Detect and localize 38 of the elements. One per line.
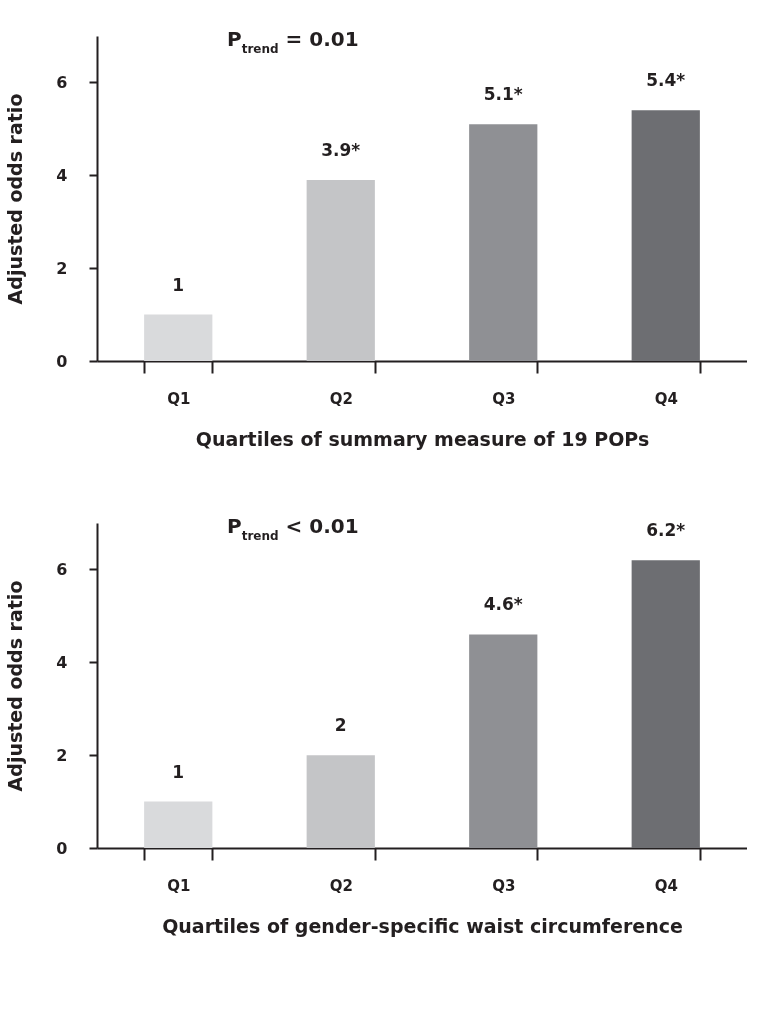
x-tick-label: Q1 — [167, 876, 191, 895]
x-axis-title: Quartiles of gender-specific waist circumference — [162, 914, 683, 937]
bar — [306, 179, 375, 361]
annotation: P$_{trend}$ = 0.01 — [227, 27, 359, 56]
y-tick-label: 0 — [56, 838, 68, 858]
data-label: 1 — [172, 274, 185, 295]
bar — [631, 110, 700, 361]
x-tick-label: Q4 — [654, 876, 678, 895]
annotation: P$_{trend}$ < 0.01 — [227, 514, 359, 543]
x-tick-label: Q2 — [329, 389, 353, 408]
bar — [631, 560, 700, 848]
x-tick-label: Q2 — [329, 876, 353, 895]
x-tick-label: Q4 — [654, 389, 678, 408]
x-tick-label: Q3 — [492, 389, 516, 408]
y-tick-label: 6 — [56, 559, 68, 579]
data-label: 5.1* — [483, 84, 523, 105]
x-axis-title: Quartiles of summary measure of 19 POPs — [195, 427, 650, 450]
y-tick-label: 4 — [56, 652, 68, 672]
bar — [469, 634, 538, 848]
data-label: 1 — [172, 761, 185, 782]
y-tick-label: 6 — [56, 72, 68, 92]
bar — [306, 755, 375, 848]
bar — [469, 124, 538, 361]
data-label: 3.9* — [321, 139, 361, 160]
data-label: 4.6* — [483, 594, 523, 615]
y-axis-title: Adjusted odds ratio — [4, 580, 27, 792]
y-tick-label: 4 — [56, 165, 68, 185]
data-label: 5.4* — [646, 70, 686, 91]
y-tick-label: 2 — [56, 745, 68, 765]
x-tick-label: Q1 — [167, 389, 191, 408]
bar — [144, 801, 213, 848]
y-tick-label: 2 — [56, 258, 68, 278]
y-axis-title: Adjusted odds ratio — [4, 93, 27, 305]
y-tick-label: 0 — [56, 351, 68, 371]
data-label: 6.2* — [646, 520, 686, 541]
data-label: 2 — [334, 715, 347, 736]
x-tick-label: Q3 — [492, 876, 516, 895]
bar — [144, 314, 213, 361]
